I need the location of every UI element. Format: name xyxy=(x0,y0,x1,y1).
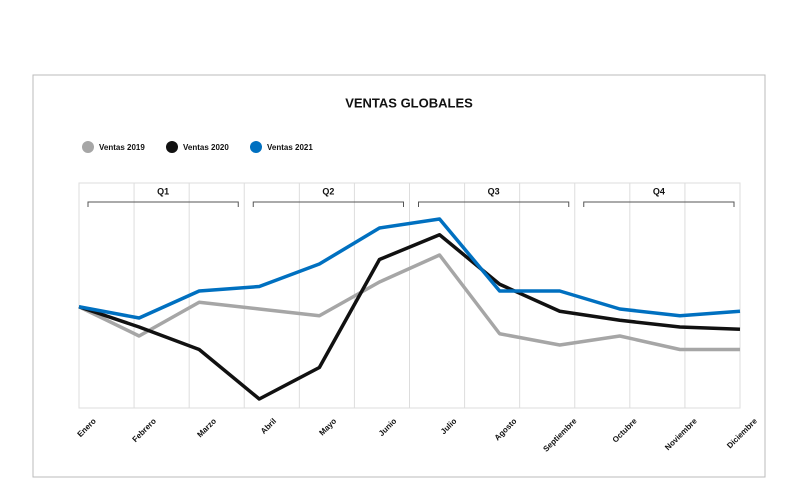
quarter-label: Q3 xyxy=(488,186,500,196)
frame xyxy=(32,74,766,478)
quarter-bracket xyxy=(418,201,570,207)
series-line xyxy=(78,253,740,352)
legend-label: Ventas 2021 xyxy=(267,143,313,152)
quarter-bracket xyxy=(87,201,239,207)
legend-label: Ventas 2020 xyxy=(183,143,229,152)
quarter-label: Q1 xyxy=(157,186,169,196)
quarter-label: Q4 xyxy=(653,186,665,196)
legend-marker xyxy=(82,141,94,153)
quarter-bracket xyxy=(583,201,735,207)
quarter-bracket xyxy=(252,201,404,207)
quarter-label: Q2 xyxy=(322,186,334,196)
series-line xyxy=(78,233,741,401)
legend-marker xyxy=(166,141,178,153)
legend-label: Ventas 2019 xyxy=(99,143,145,152)
chart-title: VENTAS GLOBALES xyxy=(345,95,473,110)
legend-marker xyxy=(250,141,262,153)
series-line xyxy=(78,217,741,320)
